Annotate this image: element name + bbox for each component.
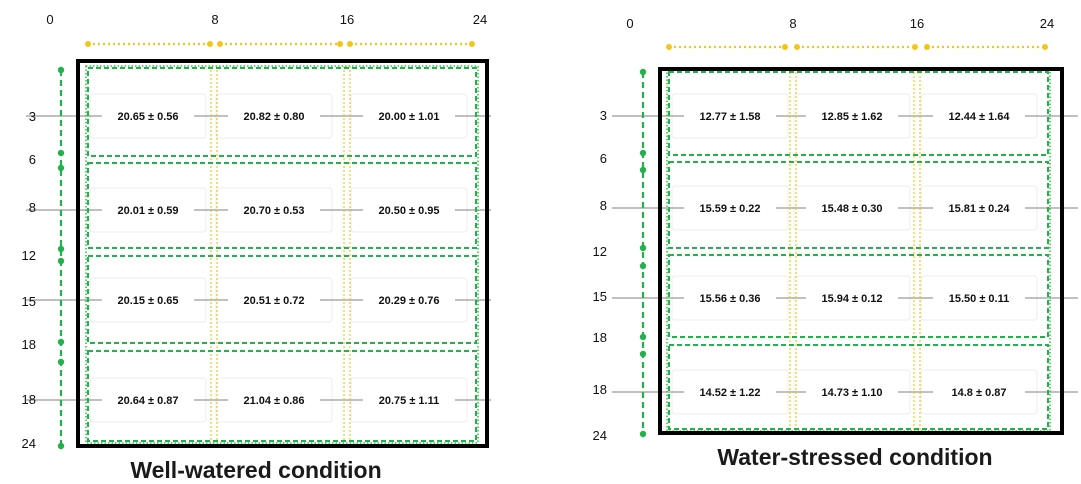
y-tick-label: 24 — [22, 436, 36, 451]
cell-value: 20.15 ± 0.65 — [117, 295, 178, 307]
y-tick-label: 18 — [593, 382, 607, 397]
y-range-dot — [57, 149, 65, 157]
cell-value: 14.52 ± 1.22 — [699, 387, 760, 399]
y-range-dot — [57, 245, 65, 253]
x-range-dot — [782, 44, 788, 50]
row-band — [87, 255, 477, 344]
x-range-dot — [347, 41, 353, 47]
y-range-dot — [639, 166, 647, 174]
cell-value: 15.81 ± 0.24 — [948, 203, 1010, 215]
y-range-dot — [57, 442, 65, 450]
well-watered-diagram: 0 8 16 24 3 6 8 12 15 18 18 24 20.65 ± 0.56 20.82 ± 0… — [22, 12, 491, 483]
x-tick-label: 8 — [789, 16, 796, 31]
x-range-dot — [1042, 44, 1048, 50]
cell-value: 20.64 ± 0.87 — [117, 395, 178, 407]
y-range-dot — [639, 244, 647, 252]
x-range-dot — [666, 44, 672, 50]
y-range-dot — [57, 257, 65, 265]
y-tick-label: 24 — [593, 428, 607, 443]
cell-value: 14.73 ± 1.10 — [821, 387, 882, 399]
x-range-dot — [912, 44, 918, 50]
y-tick-label: 18 — [22, 392, 36, 407]
cell-value: 15.56 ± 0.36 — [699, 293, 760, 305]
cell-value: 20.50 ± 0.95 — [378, 205, 439, 217]
cell-value: 15.59 ± 0.22 — [699, 203, 760, 215]
cell-value: 20.29 ± 0.76 — [378, 295, 439, 307]
y-range-dot — [57, 164, 65, 172]
x-tick-label: 0 — [46, 12, 53, 27]
y-tick-label: 3 — [600, 108, 607, 123]
y-range-dot — [639, 430, 647, 438]
y-range-dot — [639, 333, 647, 341]
y-tick-label: 18 — [22, 337, 36, 352]
y-range-dot — [639, 350, 647, 358]
cell-value: 20.00 ± 1.01 — [378, 111, 439, 123]
cell-value: 20.70 ± 0.53 — [243, 205, 304, 217]
cell-value: 15.50 ± 0.11 — [949, 293, 1009, 305]
x-range-dot — [469, 41, 475, 47]
y-range-dot — [57, 338, 65, 346]
y-tick-label: 18 — [593, 330, 607, 345]
x-tick-label: 8 — [211, 12, 218, 27]
row-band — [87, 67, 477, 157]
water-stressed-diagram: 0 8 16 24 3 6 8 12 15 18 18 24 12.77 ± 1.58 12.85 ± 1… — [593, 16, 1078, 470]
y-tick-label: 15 — [22, 294, 36, 309]
x-range-dot — [207, 41, 213, 47]
cell-value: 20.82 ± 0.80 — [243, 111, 304, 123]
y-tick-label: 3 — [29, 109, 36, 124]
cell-value: 12.77 ± 1.58 — [699, 111, 760, 123]
cell-value: 12.44 ± 1.64 — [948, 111, 1010, 123]
x-tick-label: 16 — [340, 12, 354, 27]
row-band — [668, 71, 1049, 156]
panel-caption: Water-stressed condition — [717, 444, 992, 470]
cell-value: 21.04 ± 0.86 — [243, 395, 304, 407]
row-band — [668, 254, 1049, 338]
cell-value: 14.8 ± 0.87 — [952, 387, 1007, 399]
y-range-dot — [57, 66, 65, 74]
x-range-dot — [794, 44, 800, 50]
y-tick-label: 8 — [600, 198, 607, 213]
y-tick-label: 6 — [29, 152, 36, 167]
y-tick-label: 15 — [593, 289, 607, 304]
cell-value: 15.94 ± 0.12 — [821, 293, 882, 305]
y-range-dot — [639, 68, 647, 76]
row-band — [87, 350, 477, 442]
y-range-dot — [57, 358, 65, 366]
x-tick-label: 24 — [473, 12, 487, 27]
y-tick-label: 12 — [593, 244, 607, 259]
x-range-dot — [337, 41, 343, 47]
inner-dotted-border — [85, 65, 479, 444]
x-tick-label: 0 — [626, 16, 633, 31]
y-tick-label: 6 — [600, 151, 607, 166]
row-band — [668, 344, 1049, 430]
cell-value: 20.65 ± 0.56 — [117, 111, 178, 123]
outer-frame — [76, 59, 489, 448]
x-range-dot — [85, 41, 91, 47]
y-tick-label: 12 — [22, 248, 36, 263]
outer-frame — [658, 67, 1064, 435]
x-tick-label: 16 — [910, 16, 924, 31]
x-tick-label: 24 — [1040, 16, 1054, 31]
cell-value: 20.01 ± 0.59 — [117, 205, 178, 217]
cell-value: 20.75 ± 1.11 — [379, 395, 439, 407]
row-band — [87, 162, 477, 249]
x-range-dot — [924, 44, 930, 50]
panel-caption: Well-watered condition — [130, 457, 381, 483]
y-range-dot — [639, 262, 647, 270]
cell-value: 15.48 ± 0.30 — [821, 203, 882, 215]
x-range-dot — [217, 41, 223, 47]
cell-value: 20.51 ± 0.72 — [243, 295, 304, 307]
y-range-dot — [639, 149, 647, 157]
y-tick-label: 8 — [29, 200, 36, 215]
cell-value: 12.85 ± 1.62 — [821, 111, 882, 123]
